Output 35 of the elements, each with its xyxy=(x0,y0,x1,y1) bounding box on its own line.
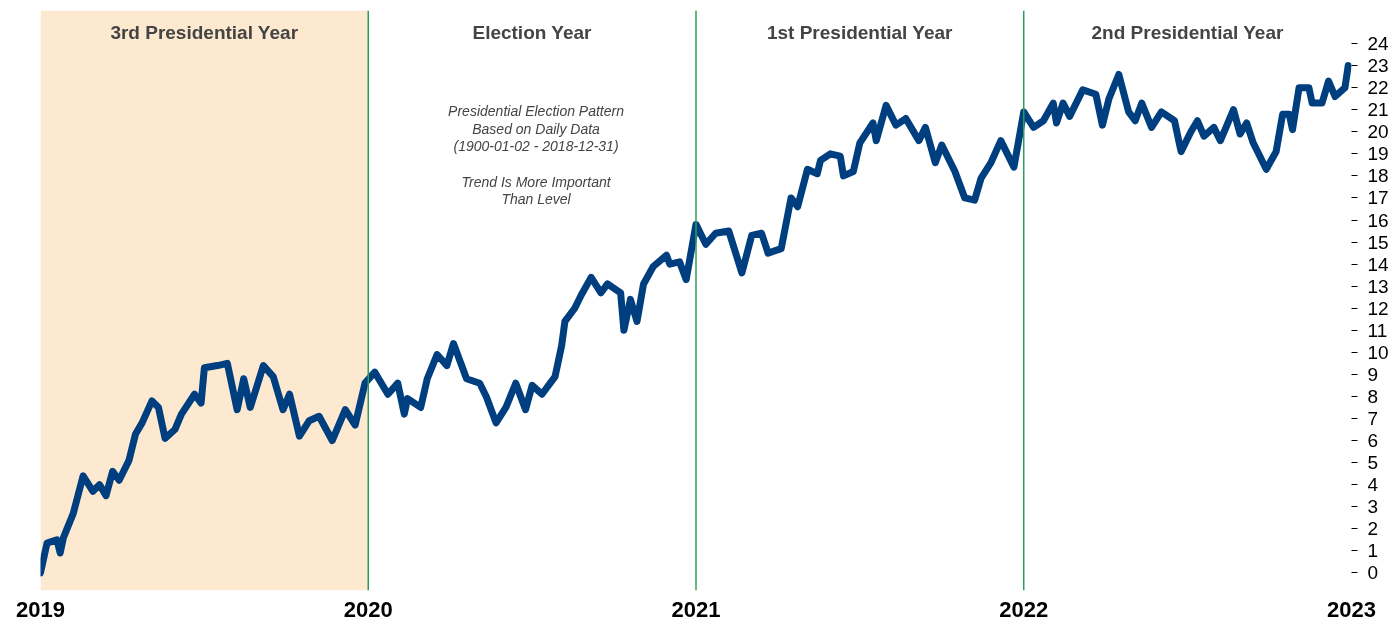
x-tick-label: 2023 xyxy=(1327,596,1376,619)
y-tick-label: 5 xyxy=(1367,452,1379,474)
band-label: 3rd Presidential Year xyxy=(110,22,299,44)
y-tick-label: 13 xyxy=(1367,275,1389,297)
y-tick-label: 9 xyxy=(1367,363,1379,385)
y-tick-label: 18 xyxy=(1367,165,1389,187)
y-tick-label: 19 xyxy=(1367,143,1389,165)
y-tick-label: 14 xyxy=(1367,253,1390,275)
x-tick-label: 2022 xyxy=(999,596,1049,619)
y-tick-label: 6 xyxy=(1367,430,1379,452)
y-tick-label: 0 xyxy=(1367,562,1379,584)
y-tick-label: 3 xyxy=(1367,496,1379,518)
y-tick-label: 23 xyxy=(1367,55,1389,77)
y-tick-label: 22 xyxy=(1367,77,1389,99)
y-tick-label: 17 xyxy=(1367,187,1389,209)
x-tick-label: 2019 xyxy=(16,596,65,619)
y-tick-label: 2 xyxy=(1367,518,1379,540)
y-tick-label: 8 xyxy=(1367,385,1379,407)
y-tick-label: 15 xyxy=(1367,231,1389,253)
y-tick-label: 12 xyxy=(1367,297,1389,319)
y-tick-label: 10 xyxy=(1367,341,1389,363)
annotation: Election Year xyxy=(472,22,593,44)
y-tick-label: 7 xyxy=(1367,407,1379,429)
annotation: 2nd Presidential Year xyxy=(1091,22,1284,44)
x-tick-label: 2020 xyxy=(343,596,393,619)
annotation: 1st Presidential Year xyxy=(766,22,954,44)
y-tick-label: 24 xyxy=(1367,33,1390,55)
y-tick-label: 1 xyxy=(1367,540,1379,562)
x-tick-label: 2021 xyxy=(671,596,721,619)
text: Presidential Election Pattern Based on Daily Data (1900-01-02 - 2018-12-31) Trend Is More Important Than Level xyxy=(448,103,624,208)
y-tick-label: 21 xyxy=(1367,99,1389,121)
y-tick-label: 4 xyxy=(1367,474,1379,496)
y-tick-label: 20 xyxy=(1367,121,1389,143)
y-tick-label: 11 xyxy=(1367,319,1388,341)
y-tick-label: 16 xyxy=(1367,209,1389,231)
